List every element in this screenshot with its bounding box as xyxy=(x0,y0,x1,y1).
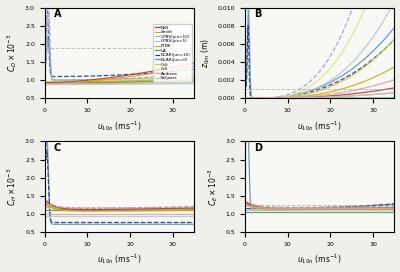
Text: C: C xyxy=(54,143,61,153)
Y-axis label: $C_D\times10^{-3}$: $C_D\times10^{-3}$ xyxy=(6,34,20,72)
X-axis label: $u_{10n}$ (ms$^{-1}$): $u_{10n}$ (ms$^{-1}$) xyxy=(298,252,342,267)
Text: B: B xyxy=(254,9,261,19)
Y-axis label: $C_E\times10^{-3}$: $C_E\times10^{-3}$ xyxy=(206,168,220,206)
Legend: NBS, Smith, GPBS(jun=10), GPBS(jun=5), FTNK, UA, NCAR(jun=10), NCAR(jun=0), CsS,: NBS, Smith, GPBS(jun=10), GPBS(jun=5), F… xyxy=(153,24,192,82)
X-axis label: $u_{10n}$ (ms$^{-1}$): $u_{10n}$ (ms$^{-1}$) xyxy=(97,119,142,132)
Text: A: A xyxy=(54,9,61,19)
X-axis label: $u_{10n}$ (ms$^{-1}$): $u_{10n}$ (ms$^{-1}$) xyxy=(97,252,142,267)
Y-axis label: $C_H\times10^{-3}$: $C_H\times10^{-3}$ xyxy=(6,168,20,206)
Text: D: D xyxy=(254,143,262,153)
Y-axis label: $z_{0m}$ (m): $z_{0m}$ (m) xyxy=(200,38,212,68)
X-axis label: $u_{10n}$ (ms$^{-1}$): $u_{10n}$ (ms$^{-1}$) xyxy=(298,119,342,132)
